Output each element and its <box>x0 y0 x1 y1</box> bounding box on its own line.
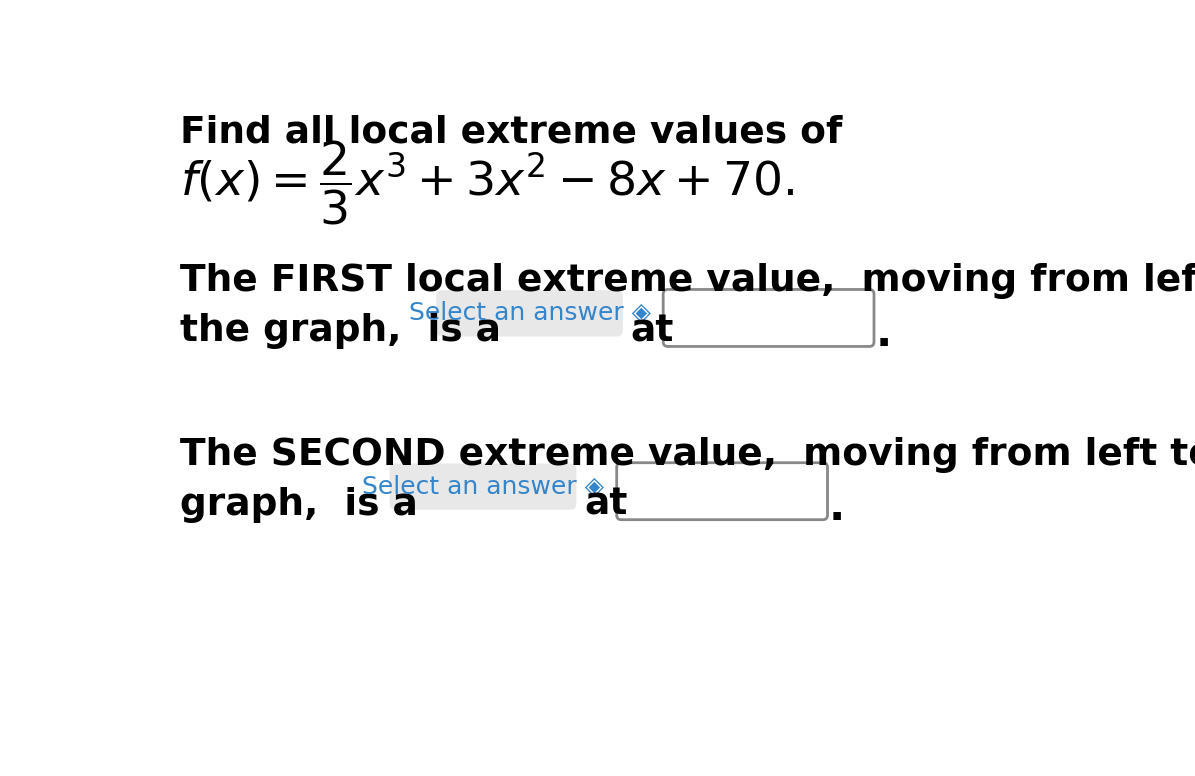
Text: Select an answer ◈: Select an answer ◈ <box>362 475 603 499</box>
Text: .: . <box>876 314 891 355</box>
Text: the graph,  is a: the graph, is a <box>180 314 502 349</box>
Text: Select an answer ◈: Select an answer ◈ <box>409 301 650 325</box>
Text: .: . <box>829 487 845 528</box>
FancyBboxPatch shape <box>390 463 576 510</box>
Text: graph,  is a: graph, is a <box>180 487 418 522</box>
Text: at: at <box>584 487 627 522</box>
FancyBboxPatch shape <box>617 462 827 520</box>
Text: The FIRST local extreme value,  moving from left to right on: The FIRST local extreme value, moving fr… <box>180 263 1195 300</box>
FancyBboxPatch shape <box>436 290 623 337</box>
Text: at: at <box>631 314 674 349</box>
Text: $f(x) = \dfrac{2}{3}x^3 + 3x^2 - 8x + 70.$: $f(x) = \dfrac{2}{3}x^3 + 3x^2 - 8x + 70… <box>180 138 795 227</box>
FancyBboxPatch shape <box>663 289 874 346</box>
Text: The SECOND extreme value,  moving from left to right on the: The SECOND extreme value, moving from le… <box>180 437 1195 473</box>
Text: Find all local extreme values of: Find all local extreme values of <box>180 115 842 151</box>
